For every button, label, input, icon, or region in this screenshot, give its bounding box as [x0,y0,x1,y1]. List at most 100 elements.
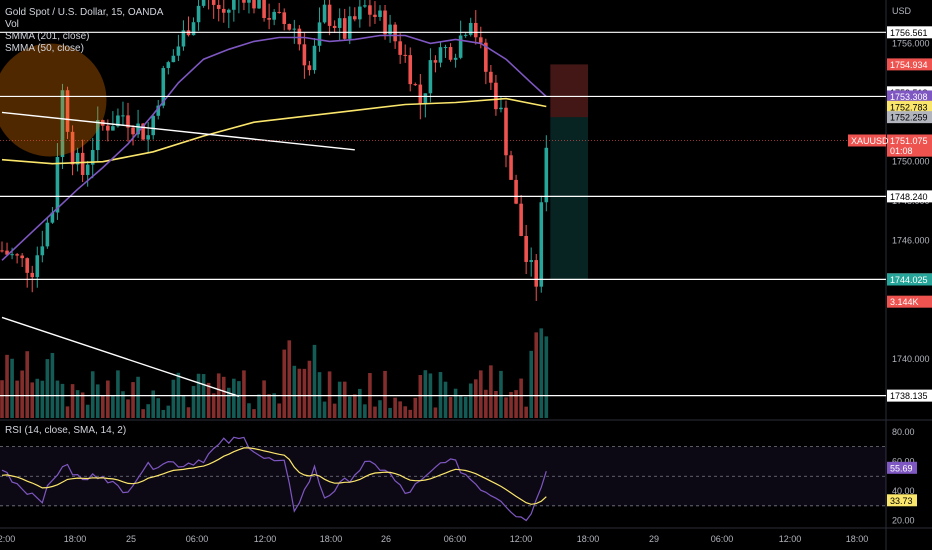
candle-body[interactable] [378,10,382,17]
circle-annotation[interactable] [0,43,107,157]
candle-body[interactable] [247,0,251,3]
candle-body[interactable] [302,44,307,66]
candle-body[interactable] [75,152,80,165]
candle-body[interactable] [181,30,186,47]
volume-indicator-label[interactable]: Vol [5,19,19,30]
candle-body[interactable] [262,0,266,18]
candle-body[interactable] [267,17,271,20]
symbol-title[interactable]: Gold Spot / U.S. Dollar, 15, OANDA [5,7,164,18]
candle-body[interactable] [35,255,40,278]
candle-body[interactable] [297,28,302,45]
candle-body[interactable] [25,258,29,273]
candle-body[interactable] [473,22,478,38]
candle-body[interactable] [166,62,171,69]
candle-body[interactable] [257,0,261,9]
candle-body[interactable] [484,42,488,72]
candle-body[interactable] [232,0,236,10]
trend-line[interactable] [1,316,240,397]
candle-body[interactable] [242,0,246,3]
candle-body[interactable] [519,203,523,236]
candle-body[interactable] [327,4,332,26]
candle-body[interactable] [221,8,226,13]
candle-body[interactable] [312,45,317,71]
candle-body[interactable] [509,155,513,180]
candle-body[interactable] [413,84,418,86]
candle-body[interactable] [479,37,483,43]
position-stop-zone[interactable] [550,64,588,118]
candle-body[interactable] [428,60,433,94]
candle-body[interactable] [332,25,337,28]
candle-body[interactable] [287,24,292,30]
candle-body[interactable] [383,10,387,35]
candle-body[interactable] [70,131,75,165]
candle-body[interactable] [55,157,60,213]
candle-body[interactable] [282,12,287,25]
candle-body[interactable] [40,246,45,256]
candle-body[interactable] [10,254,14,256]
candle-body[interactable] [358,6,362,20]
candle-body[interactable] [393,24,397,42]
candle-body[interactable] [539,202,544,287]
candle-body[interactable] [433,60,438,63]
candle-body[interactable] [15,254,19,256]
candle-body[interactable] [141,123,145,140]
candle-body[interactable] [111,126,115,131]
candle-body[interactable] [373,14,377,17]
candle-body[interactable] [20,255,24,259]
candle-body[interactable] [196,5,201,23]
candle-body[interactable] [398,41,402,55]
candle-body[interactable] [191,22,196,36]
candle-body[interactable] [418,84,423,105]
candle-body[interactable] [448,47,453,60]
candle-body[interactable] [90,150,95,165]
candle-body[interactable] [106,125,110,131]
candle-body[interactable] [252,0,256,9]
candle-body[interactable] [201,0,206,6]
candle-body[interactable] [423,93,428,105]
candle-body[interactable] [353,16,357,20]
candle-body[interactable] [151,115,155,136]
candle-body[interactable] [322,4,327,23]
candle-body[interactable] [438,47,443,63]
candle-body[interactable] [60,90,65,158]
candle-body[interactable] [126,115,130,128]
smma50-indicator-label[interactable]: SMMA (50, close) [5,43,84,54]
candle-body[interactable] [292,28,297,30]
candle-body[interactable] [80,152,85,175]
candle-body[interactable] [347,16,352,39]
candle-body[interactable] [453,57,458,60]
trend-line[interactable] [1,111,355,151]
candle-body[interactable] [529,260,533,262]
candle-body[interactable] [342,18,347,39]
candle-body[interactable] [131,127,135,135]
candle-body[interactable] [307,65,312,71]
candle-body[interactable] [514,179,518,204]
candle-body[interactable] [463,34,468,36]
candle-body[interactable] [524,235,528,262]
candle-body[interactable] [5,250,9,255]
candle-body[interactable] [85,164,90,175]
candle-body[interactable] [403,54,407,56]
candle-body[interactable] [176,46,181,56]
position-target-zone[interactable] [550,117,588,280]
candle-body[interactable] [317,22,322,46]
candle-body[interactable] [458,35,463,58]
candle-body[interactable] [161,68,166,106]
candle-body[interactable] [408,55,413,85]
candle-body[interactable] [95,120,100,151]
smma201-indicator-label[interactable]: SMMA (201, close) [5,31,90,42]
candle-body[interactable] [363,5,367,7]
candle-body[interactable] [171,55,176,63]
candle-body[interactable] [504,107,508,156]
candle-body[interactable] [116,115,120,127]
candle-body[interactable] [544,147,549,203]
candle-body[interactable] [499,107,503,110]
candle-body[interactable] [146,135,150,140]
candle-body[interactable] [45,222,50,247]
candle-body[interactable] [121,115,125,117]
candle-body[interactable] [443,47,448,49]
symbol-tag[interactable] [848,134,886,147]
candle-body[interactable] [211,0,216,5]
rsi-indicator-label[interactable]: RSI (14, close, SMA, 14, 2) [5,425,127,436]
